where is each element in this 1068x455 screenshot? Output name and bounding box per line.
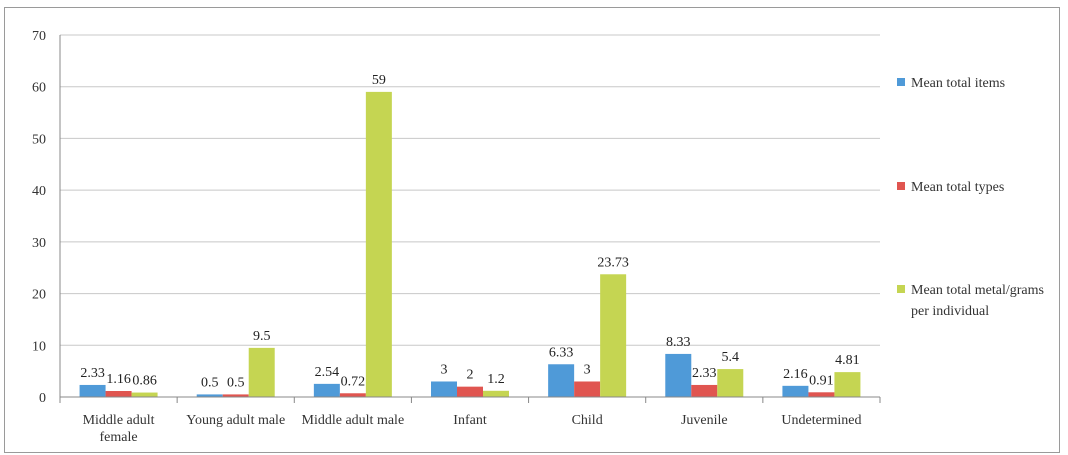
legend-swatch xyxy=(897,285,905,293)
bar xyxy=(665,353,692,397)
gridlines xyxy=(60,34,880,346)
bar xyxy=(105,391,132,397)
bar xyxy=(808,392,835,397)
x-tick-label: Middle adult female xyxy=(83,413,155,445)
legend-swatch xyxy=(897,78,905,86)
bar xyxy=(834,372,861,397)
bar xyxy=(574,381,601,397)
data-label: 3 xyxy=(584,362,591,377)
data-label: 1.2 xyxy=(487,372,505,387)
y-tick-label: 40 xyxy=(32,184,46,199)
x-tick-label: Juvenile xyxy=(681,413,728,428)
x-axis: Middle adult female Young adult male Middle… xyxy=(59,396,881,445)
bar xyxy=(483,390,509,397)
y-tick-label: 60 xyxy=(32,81,46,96)
y-tick-label: 70 xyxy=(32,29,46,44)
bar xyxy=(365,91,392,397)
data-label: 0.72 xyxy=(341,374,366,389)
data-label: 0.5 xyxy=(201,375,219,390)
data-label: 2.54 xyxy=(315,365,340,380)
data-label: 3 xyxy=(441,362,448,377)
data-label: 8.33 xyxy=(666,335,691,350)
data-label: 6.33 xyxy=(549,345,574,360)
legend-entry: Mean total items xyxy=(911,76,1005,91)
data-label: 9.5 xyxy=(253,329,271,344)
legend-swatch xyxy=(897,182,905,190)
data-label: 0.91 xyxy=(809,373,834,388)
y-tick-label: 10 xyxy=(32,339,46,354)
bar xyxy=(431,381,457,397)
legend-entry: Mean total metal/grams per individual xyxy=(911,283,1044,319)
x-tick-label: Child xyxy=(572,413,603,428)
y-tick-label: 30 xyxy=(32,236,46,251)
bar xyxy=(457,386,483,397)
bar xyxy=(548,364,575,397)
bar xyxy=(131,392,158,397)
data-label: 59 xyxy=(372,73,386,88)
legend: Mean total items Mean total types Mean tot… xyxy=(897,76,1044,319)
legend-entry: Mean total types xyxy=(911,180,1004,195)
chart-frame xyxy=(4,7,1060,453)
bar xyxy=(222,394,249,397)
data-label: 2.16 xyxy=(783,367,808,382)
y-tick-label: 50 xyxy=(32,132,46,147)
data-label: 23.73 xyxy=(597,255,629,270)
bars: 2.33 0.5 2.54 3 6.33 8.33 2.16 1.16 0.5 0.72 2 3 2.3… xyxy=(79,73,861,397)
bar xyxy=(782,385,809,397)
data-label: 5.4 xyxy=(722,350,740,365)
bar xyxy=(79,384,106,397)
bar xyxy=(600,274,627,397)
data-label: 4.81 xyxy=(835,353,860,368)
bar xyxy=(717,369,744,397)
data-label: 0.86 xyxy=(132,374,157,389)
data-label: 2.33 xyxy=(692,366,717,381)
data-label: 0.5 xyxy=(227,375,245,390)
x-tick-label: Young adult male xyxy=(186,413,285,428)
y-tick-label: 20 xyxy=(32,288,46,303)
bar xyxy=(248,347,275,397)
y-axis: 0 10 20 30 40 50 60 70 xyxy=(32,29,61,406)
bar xyxy=(313,383,340,397)
bar xyxy=(339,393,366,397)
data-label: 2.33 xyxy=(80,366,105,381)
y-tick-label: 0 xyxy=(39,391,46,406)
data-label: 1.16 xyxy=(106,372,131,387)
bar xyxy=(691,384,718,397)
x-tick-label: Infant xyxy=(453,413,487,428)
x-tick-label: Undetermined xyxy=(781,413,861,428)
bar xyxy=(196,394,223,397)
x-tick-label: Middle adult male xyxy=(302,413,405,428)
data-label: 2 xyxy=(467,368,474,383)
